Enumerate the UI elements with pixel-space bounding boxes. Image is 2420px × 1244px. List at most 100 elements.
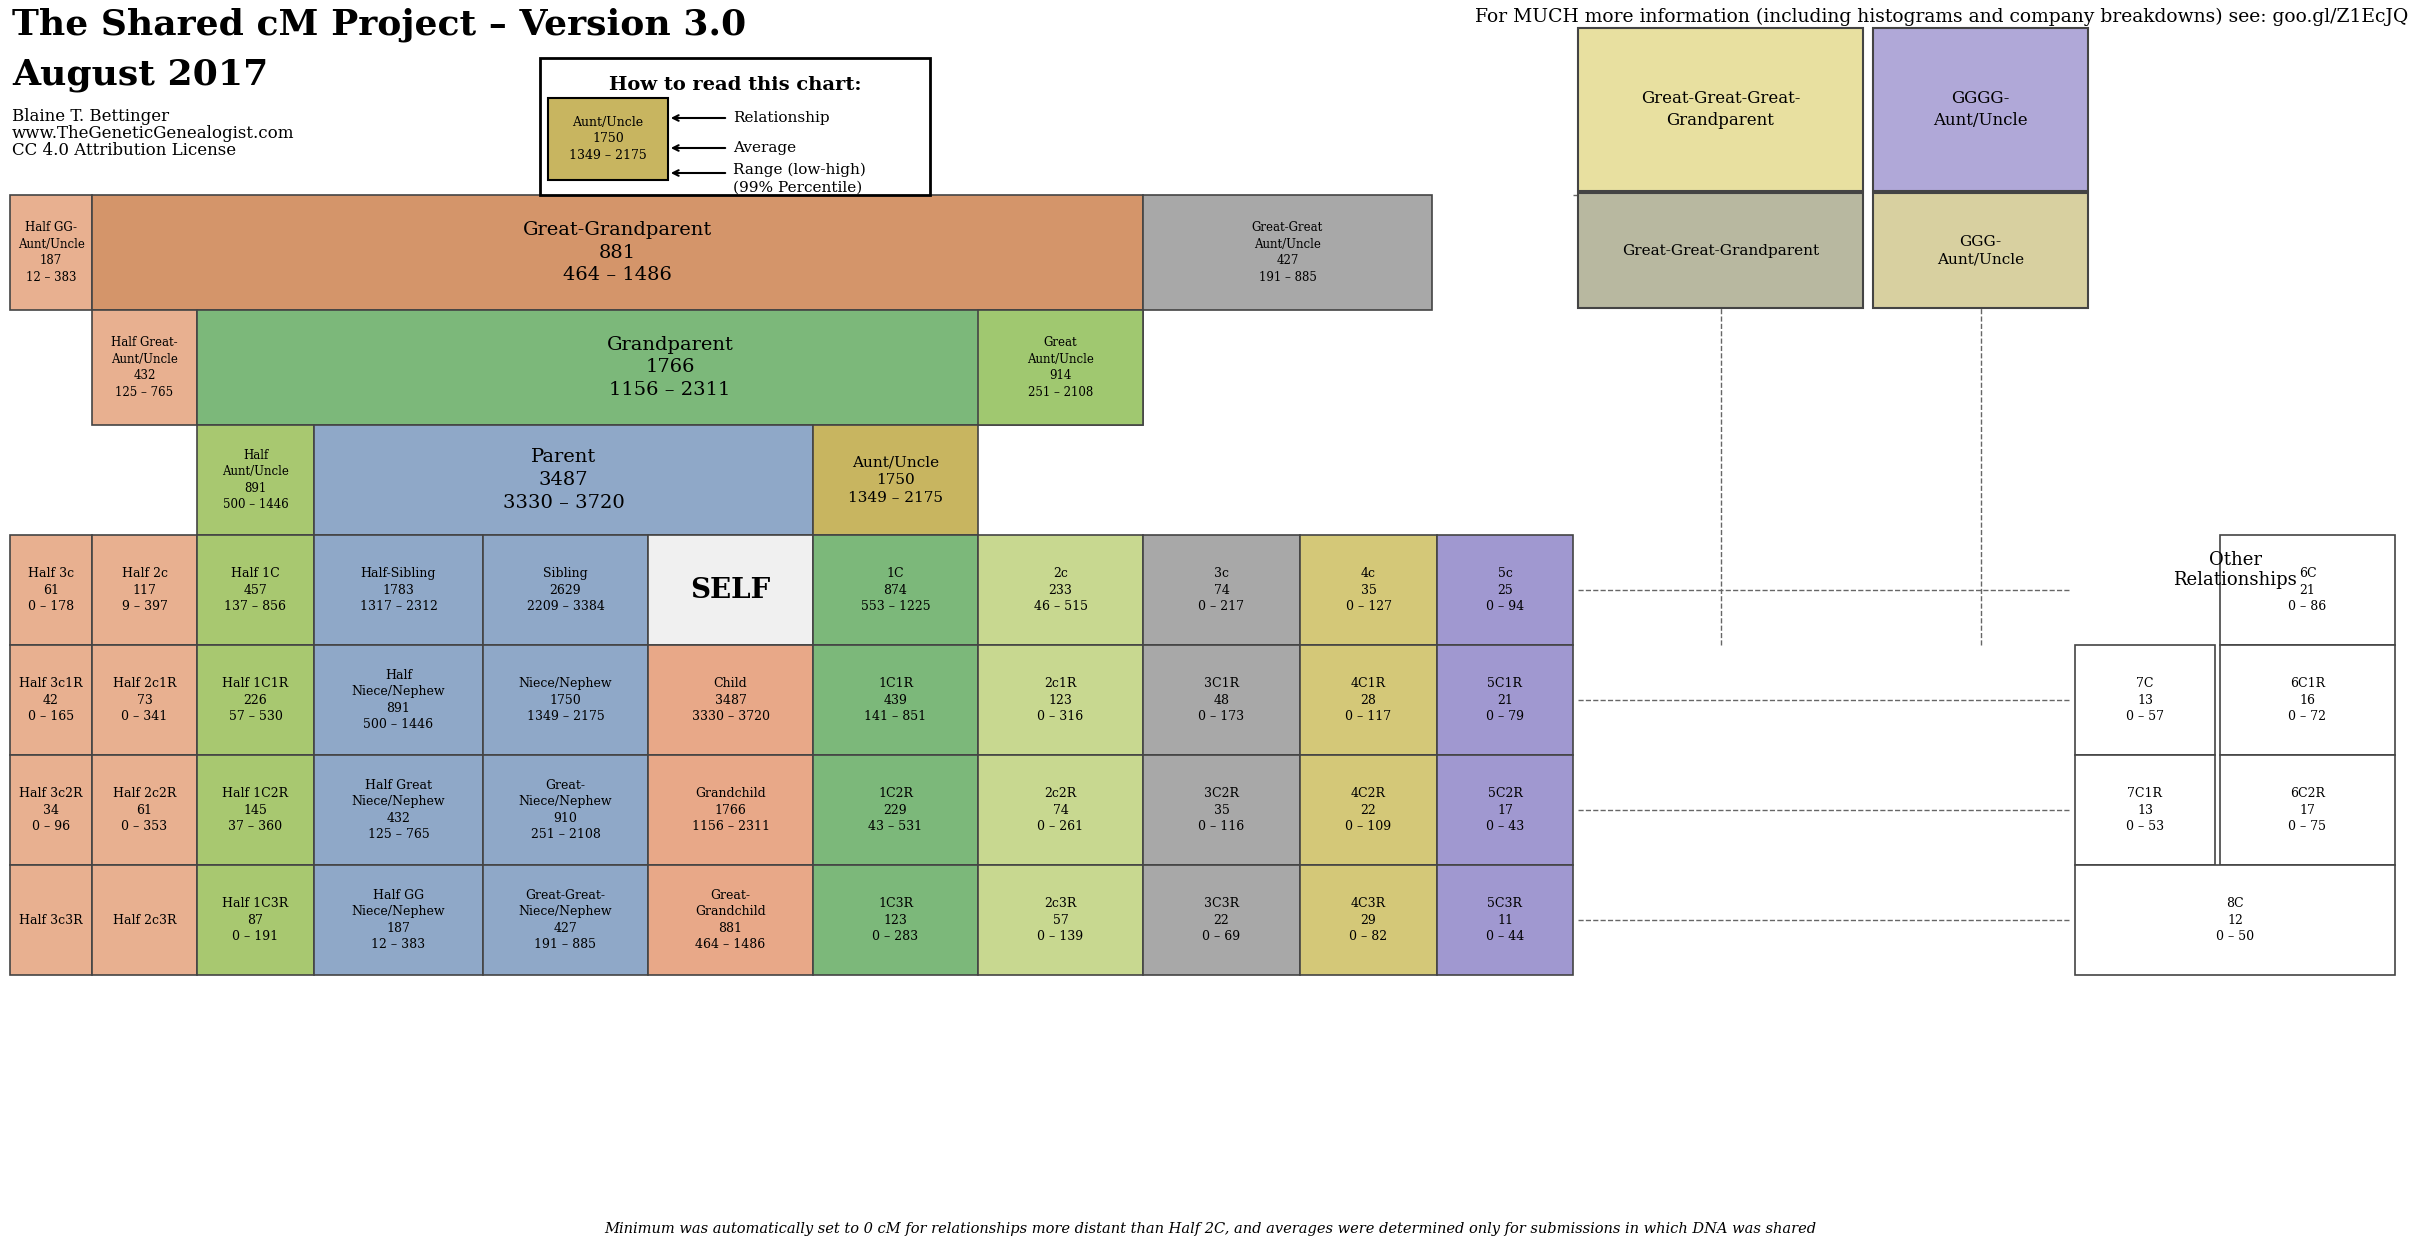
Text: Half 2c
117
9 – 397: Half 2c 117 9 – 397 [121,567,167,613]
Bar [1300,865,1437,975]
Text: Half 3c1R
42
0 – 165: Half 3c1R 42 0 – 165 [19,677,82,723]
Bar [649,865,813,975]
Bar [1437,535,1573,644]
Bar [2219,535,2396,644]
Text: Half
Niece/Nephew
891
500 – 1446: Half Niece/Nephew 891 500 – 1446 [351,669,445,731]
Bar [315,535,484,644]
Bar [2219,755,2396,865]
Bar [484,644,649,755]
Bar [2074,865,2396,975]
Text: Minimum was automatically set to 0 cM for relationships more distant than Half 2: Minimum was automatically set to 0 cM fo… [605,1222,1815,1237]
Text: Half
Aunt/Uncle
891
500 – 1446: Half Aunt/Uncle 891 500 – 1446 [223,449,288,511]
Bar [649,755,813,865]
Bar [813,425,978,535]
Bar [196,865,315,975]
Text: Aunt/Uncle
1750
1349 – 2175: Aunt/Uncle 1750 1349 – 2175 [847,455,944,505]
Text: Great-
Grandchild
881
464 – 1486: Great- Grandchild 881 464 – 1486 [695,888,765,952]
Text: Great-Great-Great-
Grandparent: Great-Great-Great- Grandparent [1641,91,1800,129]
Bar [1300,755,1437,865]
Text: Other
Relationships: Other Relationships [2173,551,2297,590]
Bar [10,644,92,755]
Text: CC 4.0 Attribution License: CC 4.0 Attribution License [12,142,237,159]
Text: Half 1C2R
145
37 – 360: Half 1C2R 145 37 – 360 [223,787,288,833]
Bar [315,755,484,865]
Text: 7C1R
13
0 – 53: 7C1R 13 0 – 53 [2125,787,2163,833]
Bar [196,425,315,535]
Text: Half Great
Niece/Nephew
432
125 – 765: Half Great Niece/Nephew 432 125 – 765 [351,779,445,841]
Text: Grandparent
1766
1156 – 2311: Grandparent 1766 1156 – 2311 [607,336,733,399]
Text: How to read this chart:: How to read this chart: [610,76,862,95]
Text: For MUCH more information (including histograms and company breakdowns) see: goo: For MUCH more information (including his… [1474,7,2408,26]
Text: 2c1R
123
0 – 316: 2c1R 123 0 – 316 [1038,677,1084,723]
Bar [649,644,813,755]
Bar [1142,644,1300,755]
Bar [813,644,978,755]
Text: Half 3c
61
0 – 178: Half 3c 61 0 – 178 [29,567,75,613]
Text: 2c2R
74
0 – 261: 2c2R 74 0 – 261 [1038,787,1084,833]
Bar [484,755,649,865]
Text: Average: Average [733,141,796,156]
Bar [1578,193,1863,309]
Text: August 2017: August 2017 [12,58,269,92]
Bar [547,98,668,180]
Bar [540,58,929,195]
Text: (99% Percentile): (99% Percentile) [733,180,862,195]
Bar [196,755,315,865]
Bar [484,865,649,975]
Text: Great-Great-
Niece/Nephew
427
191 – 885: Great-Great- Niece/Nephew 427 191 – 885 [518,888,612,952]
Text: Great-Great-Grandparent: Great-Great-Grandparent [1621,244,1820,258]
Bar [2074,644,2214,755]
Text: GGG-
Aunt/Uncle: GGG- Aunt/Uncle [1936,235,2023,266]
Bar [978,755,1142,865]
Text: 1C1R
439
141 – 851: 1C1R 439 141 – 851 [864,677,927,723]
Bar [1873,193,2088,309]
Text: 4C1R
28
0 – 117: 4C1R 28 0 – 117 [1346,677,1392,723]
Bar [978,310,1142,425]
Bar [92,644,196,755]
Bar [92,535,196,644]
Bar [1300,644,1437,755]
Bar [813,755,978,865]
Text: Half 2c1R
73
0 – 341: Half 2c1R 73 0 – 341 [114,677,177,723]
Text: 1C3R
123
0 – 283: 1C3R 123 0 – 283 [874,897,920,943]
Bar [196,310,1142,425]
Text: 3c
74
0 – 217: 3c 74 0 – 217 [1198,567,1244,613]
Bar [1142,755,1300,865]
Text: Blaine T. Bettinger: Blaine T. Bettinger [12,108,169,124]
Text: 5C2R
17
0 – 43: 5C2R 17 0 – 43 [1486,787,1525,833]
Text: Relationship: Relationship [733,111,830,124]
Bar [2074,755,2214,865]
Text: Half 3c2R
34
0 – 96: Half 3c2R 34 0 – 96 [19,787,82,833]
Bar [10,865,92,975]
Text: Half 2c2R
61
0 – 353: Half 2c2R 61 0 – 353 [114,787,177,833]
Bar [315,425,813,535]
Bar [10,535,92,644]
Bar [92,310,196,425]
Bar [1142,865,1300,975]
Bar [1142,535,1300,644]
Text: Great
Aunt/Uncle
914
251 – 2108: Great Aunt/Uncle 914 251 – 2108 [1026,336,1094,399]
Bar [2219,644,2396,755]
Bar [10,195,92,310]
Text: Half GG-
Aunt/Uncle
187
12 – 383: Half GG- Aunt/Uncle 187 12 – 383 [17,221,85,284]
Text: 7C
13
0 – 57: 7C 13 0 – 57 [2127,677,2163,723]
Text: 3C1R
48
0 – 173: 3C1R 48 0 – 173 [1198,677,1244,723]
Bar [1578,29,1863,192]
Text: 6C2R
17
0 – 75: 6C2R 17 0 – 75 [2289,787,2326,833]
Text: 4C2R
22
0 – 109: 4C2R 22 0 – 109 [1346,787,1392,833]
Bar [92,865,196,975]
Bar [315,644,484,755]
Text: Grandchild
1766
1156 – 2311: Grandchild 1766 1156 – 2311 [692,787,770,833]
Bar [1873,29,2088,192]
Text: SELF: SELF [690,576,770,603]
Text: Half GG
Niece/Nephew
187
12 – 383: Half GG Niece/Nephew 187 12 – 383 [351,888,445,952]
Text: Half 3c3R: Half 3c3R [19,913,82,927]
Text: 5c
25
0 – 94: 5c 25 0 – 94 [1486,567,1525,613]
Bar [196,535,315,644]
Text: 4C3R
29
0 – 82: 4C3R 29 0 – 82 [1350,897,1387,943]
Text: 4c
35
0 – 127: 4c 35 0 – 127 [1346,567,1392,613]
Text: Niece/Nephew
1750
1349 – 2175: Niece/Nephew 1750 1349 – 2175 [518,677,612,723]
Text: Great-Great
Aunt/Uncle
427
191 – 885: Great-Great Aunt/Uncle 427 191 – 885 [1251,221,1324,284]
Text: GGGG-
Aunt/Uncle: GGGG- Aunt/Uncle [1934,91,2028,129]
Text: 3C3R
22
0 – 69: 3C3R 22 0 – 69 [1203,897,1241,943]
